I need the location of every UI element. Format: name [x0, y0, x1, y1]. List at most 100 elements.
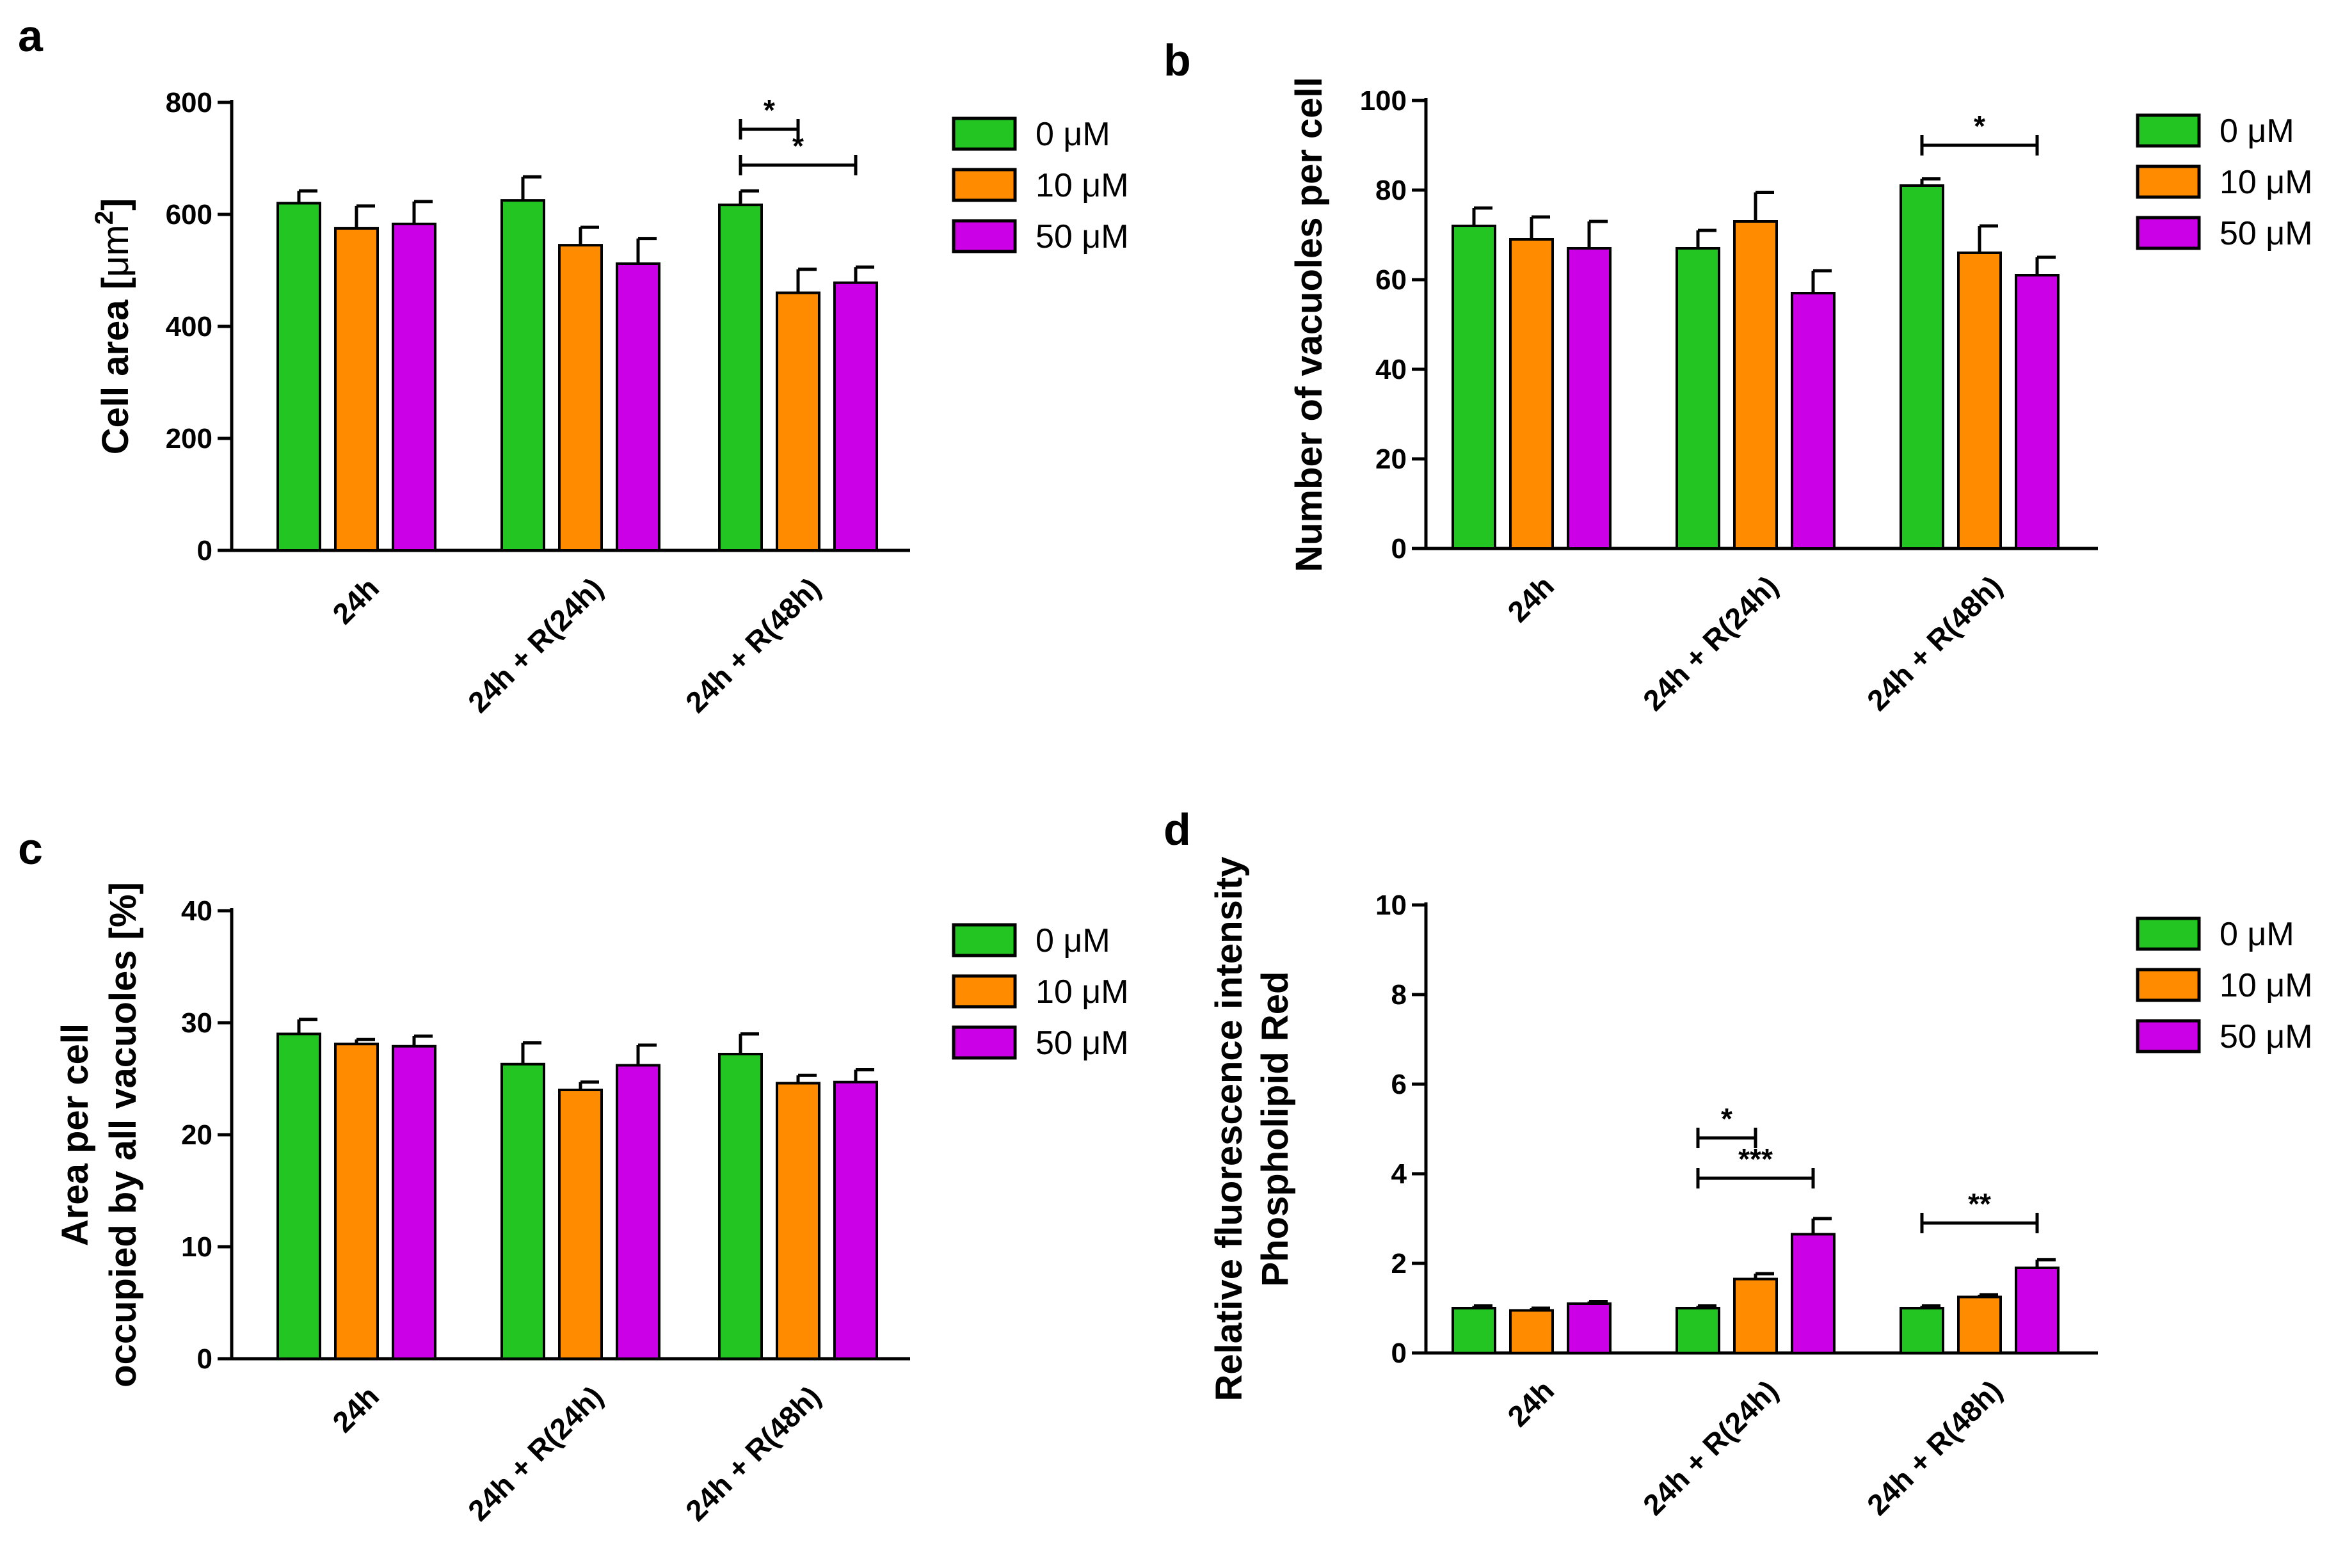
bar — [776, 1082, 820, 1360]
legend-swatch — [952, 974, 1017, 1009]
y-tick-label: 60 — [1375, 264, 1407, 296]
y-tick-label: 2 — [1391, 1248, 1407, 1279]
legend-swatch — [952, 923, 1017, 957]
y-tick-label: 40 — [181, 895, 212, 927]
bar — [1452, 225, 1496, 550]
bar — [1509, 1309, 1554, 1354]
legend-swatch — [2136, 1019, 2201, 1053]
y-axis-label-text: Cell area [ — [95, 277, 136, 454]
panel-letter: a — [18, 11, 44, 61]
y-tick-label: 4 — [1391, 1158, 1407, 1190]
significance-label: ** — [1968, 1187, 1991, 1220]
bar — [1791, 1233, 1836, 1354]
x-category-label: 24h + R(48h) — [1860, 569, 2008, 717]
legend-label: 10 μM — [1036, 167, 1129, 204]
panel-letter: d — [1164, 804, 1191, 854]
y-axis-label-text: Number of vacuoles per cell — [1288, 77, 1330, 572]
y-axis-label: Area per cell — [54, 1023, 96, 1246]
x-category-label: 24h + R(48h) — [679, 571, 827, 719]
panel-a: a 0 200 400 600 800 Cell area [μm2] 24h 24h + R(… — [18, 11, 1129, 719]
y-tick-label: 0 — [197, 535, 212, 566]
x-category-label: 24h — [326, 1379, 385, 1439]
bar — [1567, 1302, 1612, 1354]
y-tick-label: 100 — [1360, 85, 1407, 116]
x-category-label: 24h + R(24h) — [461, 571, 609, 719]
bar — [1452, 1307, 1496, 1354]
y-axis-label-close: ] — [95, 198, 136, 211]
bar — [1676, 247, 1720, 550]
bar — [1791, 292, 1836, 550]
panel-d: d 0 2 4 6 8 10 Relative fluorescence intensity P… — [1164, 804, 2313, 1521]
bar — [276, 202, 321, 552]
bar — [1957, 252, 2002, 550]
legend-label: 50 μM — [1036, 1025, 1129, 1062]
x-category-label: 24h + R(24h) — [461, 1379, 609, 1527]
bar — [1957, 1295, 2002, 1354]
significance-label: * — [764, 93, 775, 127]
y-tick-label: 0 — [1391, 1338, 1407, 1369]
legend-swatch — [2136, 916, 2201, 951]
y-tick-label: 30 — [181, 1007, 212, 1039]
bar — [392, 1044, 436, 1360]
legend-label: 10 μM — [2220, 164, 2313, 201]
legend-label: 50 μM — [1036, 218, 1129, 255]
y-tick-label: 400 — [166, 311, 212, 342]
legend-label: 10 μM — [1036, 973, 1129, 1011]
legend-label: 0 μM — [1036, 116, 1110, 153]
legend-label: 0 μM — [2220, 113, 2294, 150]
bar — [1509, 238, 1554, 550]
legend-swatch — [952, 219, 1017, 253]
y-axis-label: Phospholipid Red — [1254, 972, 1296, 1287]
bar — [1900, 184, 1944, 550]
y-tick-label: 0 — [1391, 533, 1407, 564]
y-axis-label-unit: μm — [95, 225, 136, 277]
bar — [776, 291, 820, 552]
y-axis-label: Relative fluorescence intensity — [1208, 857, 1250, 1402]
bar — [616, 1064, 660, 1360]
y-tick-label: 0 — [197, 1343, 212, 1375]
panel-c: c 0 10 20 30 40 Area per cell occupied by all v… — [18, 824, 1129, 1527]
bar — [1676, 1307, 1720, 1354]
legend-swatch — [2136, 164, 2201, 199]
significance-label: *** — [1738, 1142, 1773, 1176]
x-category-label: 24h + R(24h) — [1636, 1373, 1784, 1521]
bar — [500, 1062, 545, 1360]
bar — [616, 262, 660, 552]
x-category-label: 24h — [1501, 569, 1560, 628]
bar — [558, 1089, 603, 1360]
legend-label: 0 μM — [2220, 916, 2294, 953]
bar — [2015, 1267, 2060, 1354]
legend-swatch — [2136, 113, 2201, 148]
x-category-label: 24h + R(48h) — [679, 1379, 827, 1527]
bar — [718, 204, 763, 552]
bar — [500, 199, 545, 552]
significance-label: * — [792, 129, 804, 163]
significance-label: * — [1721, 1102, 1732, 1135]
bar — [334, 227, 379, 552]
x-category-label: 24h + R(24h) — [1636, 569, 1784, 717]
legend-label: 50 μM — [2220, 1018, 2313, 1055]
legend-label: 10 μM — [2220, 967, 2313, 1004]
y-tick-label: 10 — [1375, 890, 1407, 921]
panel-letter: c — [18, 824, 43, 874]
legend-swatch — [952, 168, 1017, 202]
y-axis-label: occupied by all vacuoles [%] — [102, 882, 144, 1388]
legend-swatch — [952, 116, 1017, 151]
x-category-label: 24h + R(48h) — [1860, 1373, 2008, 1521]
bar — [1733, 1277, 1778, 1354]
y-tick-label: 6 — [1391, 1069, 1407, 1100]
y-tick-label: 20 — [1375, 444, 1407, 475]
legend-swatch — [2136, 968, 2201, 1002]
bar — [334, 1043, 379, 1360]
panel-letter: b — [1164, 35, 1191, 85]
y-tick-label: 800 — [166, 87, 212, 118]
y-tick-label: 40 — [1375, 354, 1407, 385]
legend-label: 0 μM — [1036, 922, 1110, 959]
bar — [276, 1032, 321, 1360]
bar — [558, 244, 603, 552]
legend-swatch — [2136, 216, 2201, 250]
bar — [1900, 1307, 1944, 1354]
bar — [2015, 274, 2060, 550]
bar — [1567, 247, 1612, 550]
y-tick-label: 200 — [166, 423, 212, 454]
